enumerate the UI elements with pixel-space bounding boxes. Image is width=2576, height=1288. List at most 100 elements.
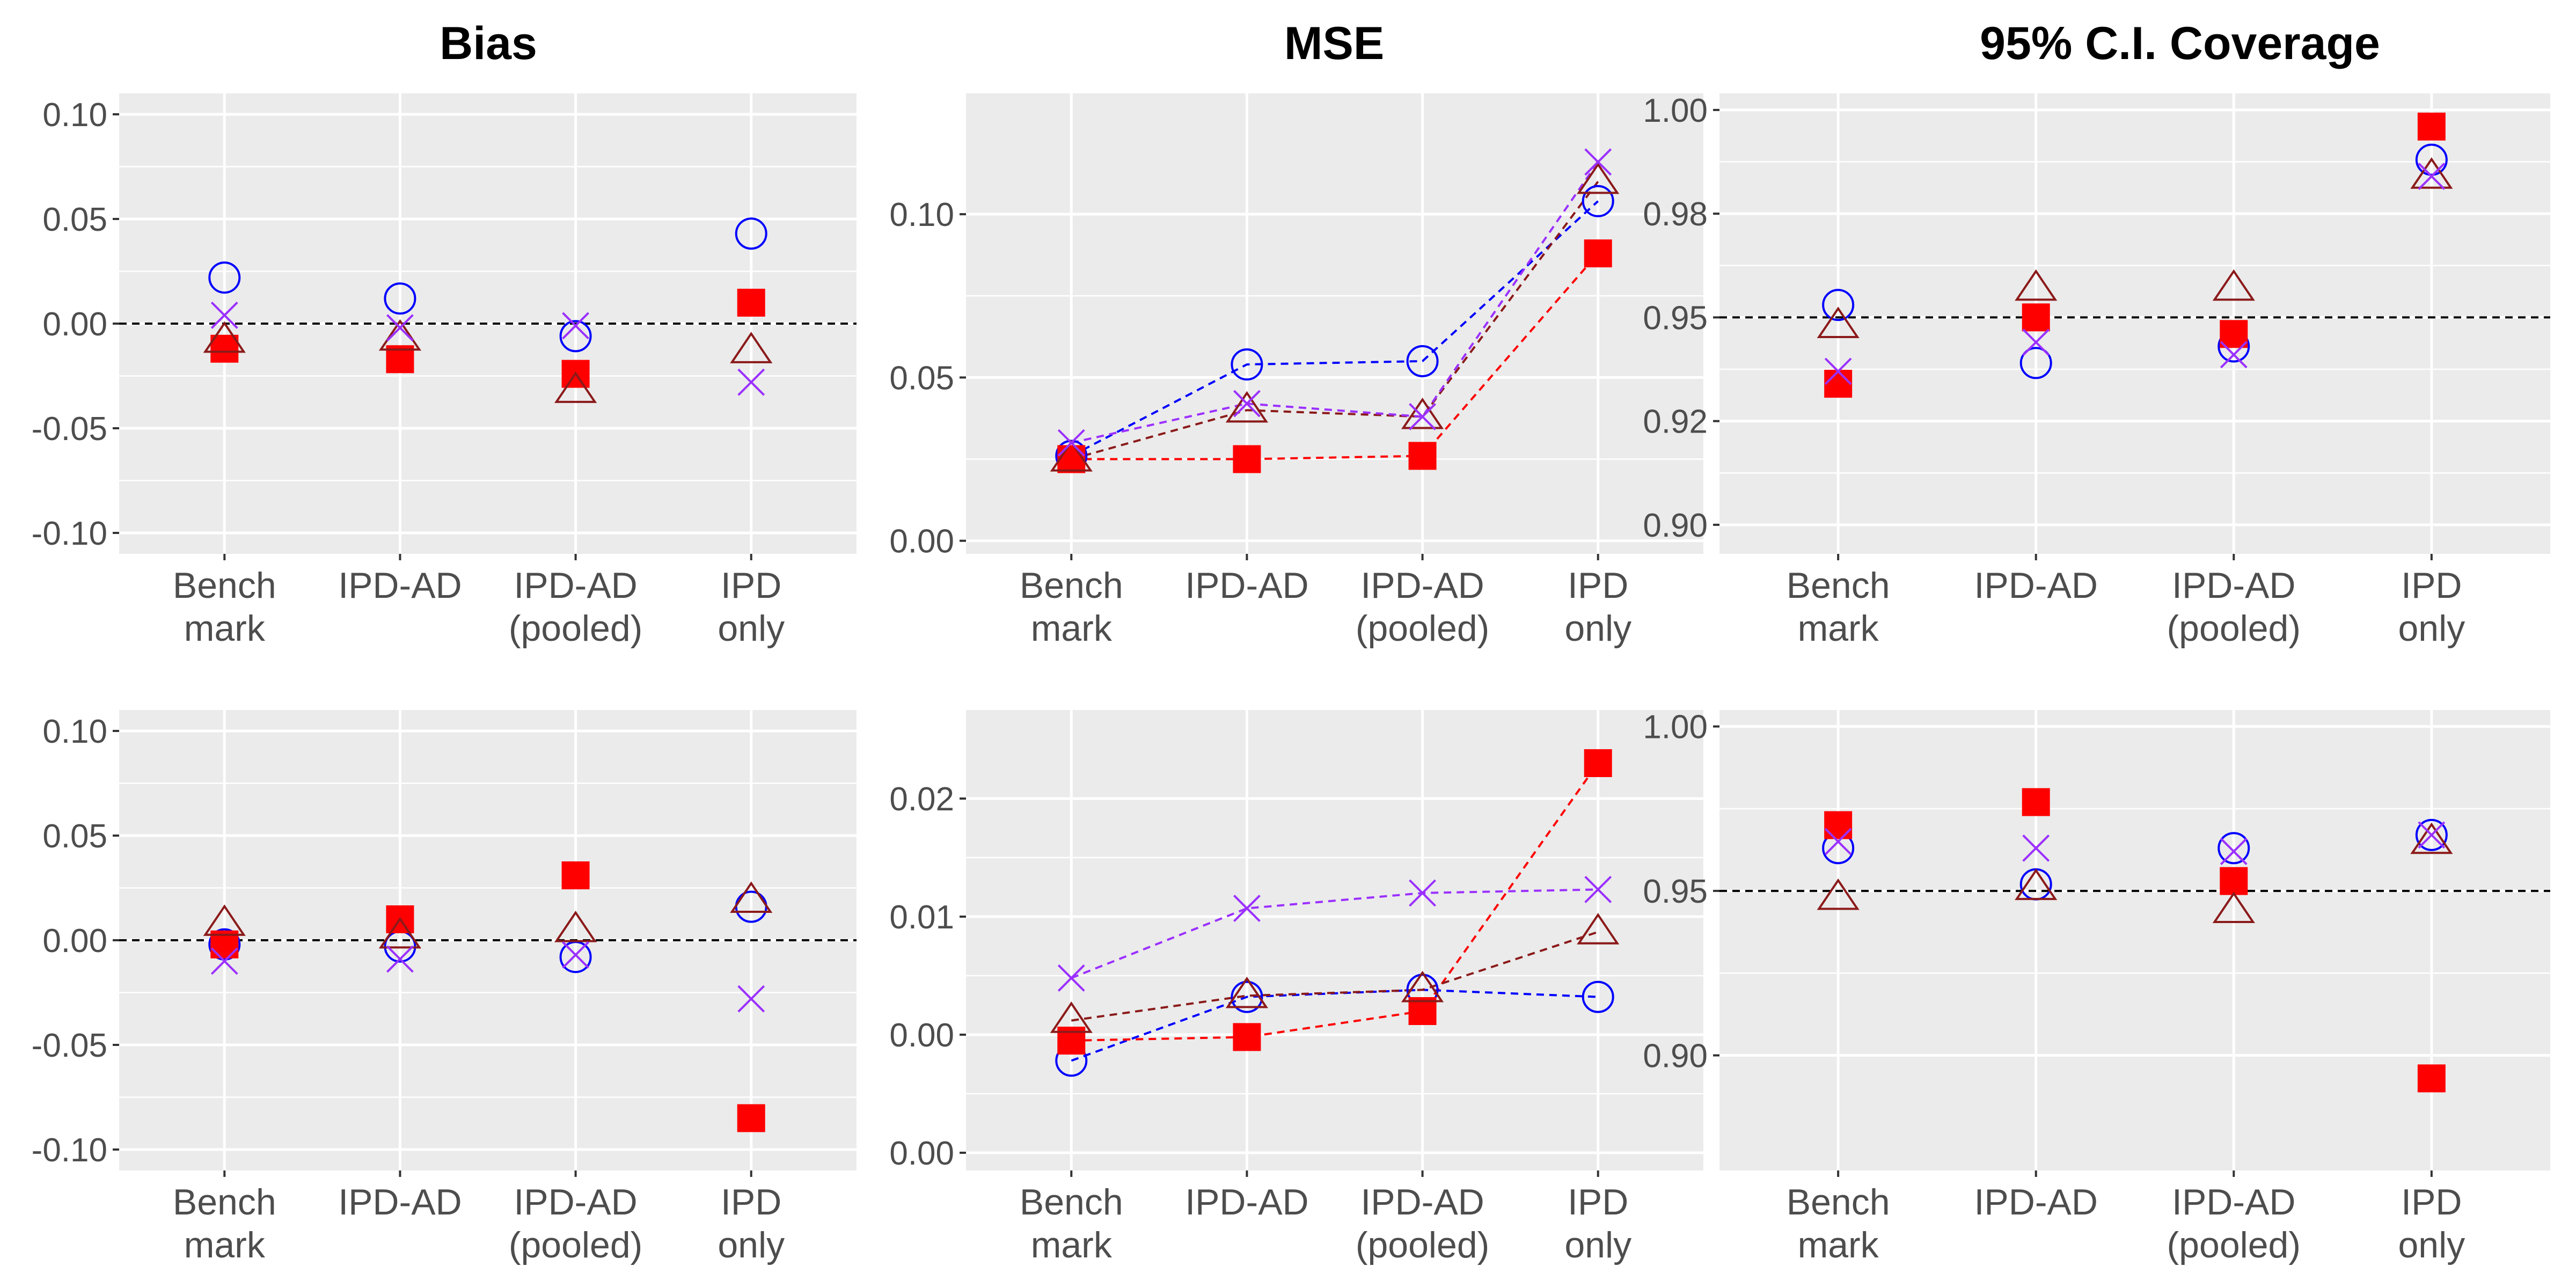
y-tick-label: 0.00 xyxy=(889,1135,954,1172)
y-tick-label: 0.95 xyxy=(1643,299,1708,336)
cross-marker xyxy=(737,985,765,1013)
cross-marker xyxy=(2022,328,2050,356)
x-category-label: IPD-AD xyxy=(2172,565,2295,606)
column-title-coverage: 95% C.I. Coverage xyxy=(1980,18,2380,69)
triangle-marker xyxy=(1050,440,1093,472)
x-category-label: Bench xyxy=(1020,565,1123,606)
x-category-label: only xyxy=(718,1225,785,1265)
x-category-label: IPD-AD xyxy=(514,1182,637,1223)
square-marker xyxy=(2220,320,2248,348)
x-category-label: Bench xyxy=(1787,565,1890,606)
square-marker xyxy=(1824,811,1853,839)
y-tick-label: -0.10 xyxy=(32,515,107,552)
cross-series-line xyxy=(1071,888,1598,979)
x-category-label: IPD-AD xyxy=(1360,1182,1484,1223)
triangle-marker xyxy=(378,917,422,949)
triangle-marker xyxy=(1577,913,1620,945)
cross-marker xyxy=(2220,341,2248,369)
y-tick-label: 0.10 xyxy=(889,196,954,233)
triangle-marker xyxy=(2212,891,2255,923)
circle-series-line xyxy=(1071,200,1599,457)
circle-marker xyxy=(2019,347,2052,379)
triangle-marker xyxy=(2410,822,2453,854)
triangle-marker xyxy=(203,321,246,353)
triangle-marker xyxy=(203,904,246,936)
y-tick-label: 0.05 xyxy=(889,360,954,397)
cross-marker xyxy=(1824,357,1852,385)
x-category-label: mark xyxy=(1798,608,1879,649)
cross-marker xyxy=(1233,390,1261,418)
x-category-label: only xyxy=(2398,608,2465,649)
triangle-marker xyxy=(730,332,773,363)
square-marker xyxy=(737,289,765,317)
x-category-label: only xyxy=(1564,608,1631,649)
triangle-marker xyxy=(2015,868,2058,901)
square-marker xyxy=(1233,445,1261,473)
triangle-marker xyxy=(1050,1001,1093,1033)
circle-marker xyxy=(384,282,416,315)
y-tick-label: 0.00 xyxy=(42,306,107,343)
cross-marker xyxy=(2418,821,2446,849)
triangle-marker xyxy=(554,371,597,403)
x-category-label: IPD xyxy=(721,565,781,606)
x-category-label: Bench xyxy=(1020,1182,1123,1223)
x-category-label: IPD xyxy=(1568,565,1628,606)
square-marker xyxy=(1233,1023,1261,1051)
y-tick-label: 1.00 xyxy=(1643,92,1708,129)
x-category-label: Bench xyxy=(173,565,276,606)
y-tick-label: -0.10 xyxy=(32,1132,107,1169)
panel-background xyxy=(966,93,1703,554)
triangle-marker xyxy=(1225,976,1269,1008)
square-marker xyxy=(2417,1064,2446,1093)
cross-marker xyxy=(1584,148,1612,176)
y-tick-label: 0.00 xyxy=(889,523,954,560)
cross-marker xyxy=(210,947,238,975)
cross-marker xyxy=(2022,834,2050,862)
circle-marker xyxy=(735,217,767,250)
circle-marker xyxy=(1582,980,1614,1013)
square-marker xyxy=(561,861,590,890)
circle-marker xyxy=(208,928,241,961)
square-marker xyxy=(2220,867,2248,895)
cross-marker xyxy=(562,941,589,969)
x-category-label: IPD-AD xyxy=(514,565,637,606)
y-tick-label: 0.98 xyxy=(1643,196,1708,233)
triangle-marker xyxy=(554,910,597,942)
y-tick-label: -0.05 xyxy=(32,411,107,448)
x-category-label: IPD xyxy=(2401,565,2462,606)
y-tick-label: -0.05 xyxy=(32,1027,107,1064)
x-category-label: IPD xyxy=(721,1182,781,1223)
y-tick-label: 0.00 xyxy=(42,923,107,960)
x-category-label: only xyxy=(2398,1225,2465,1265)
triangle-marker xyxy=(730,881,773,913)
x-category-label: (pooled) xyxy=(1356,608,1490,649)
cross-marker xyxy=(1057,964,1085,992)
x-category-label: mark xyxy=(1798,1225,1879,1265)
square-marker xyxy=(210,334,239,363)
square-marker xyxy=(1408,442,1437,470)
circle-marker xyxy=(2415,818,2448,851)
x-category-label: (pooled) xyxy=(1356,1225,1490,1265)
y-tick-label: 0.10 xyxy=(42,713,107,750)
column-title-bias: Bias xyxy=(440,18,537,69)
x-category-label: mark xyxy=(184,1225,266,1265)
square-marker xyxy=(2417,112,2446,141)
y-tick-label: 0.02 xyxy=(889,781,954,818)
x-category-label: mark xyxy=(184,608,266,649)
panel-background xyxy=(1719,93,2550,554)
square-marker xyxy=(1824,370,1853,398)
cross-marker xyxy=(2418,163,2446,191)
square-marker xyxy=(1057,445,1086,473)
y-tick-label: 0.90 xyxy=(1643,507,1708,544)
triangle-series-line xyxy=(1071,181,1599,460)
x-category-label: IPD-AD xyxy=(338,565,462,606)
x-category-label: IPD-AD xyxy=(1360,565,1484,606)
circle-marker xyxy=(208,261,241,294)
x-category-label: mark xyxy=(1031,1225,1113,1265)
y-tick-label: 0.05 xyxy=(42,818,107,855)
square-series-line xyxy=(1071,252,1599,460)
circle-marker xyxy=(559,320,592,353)
